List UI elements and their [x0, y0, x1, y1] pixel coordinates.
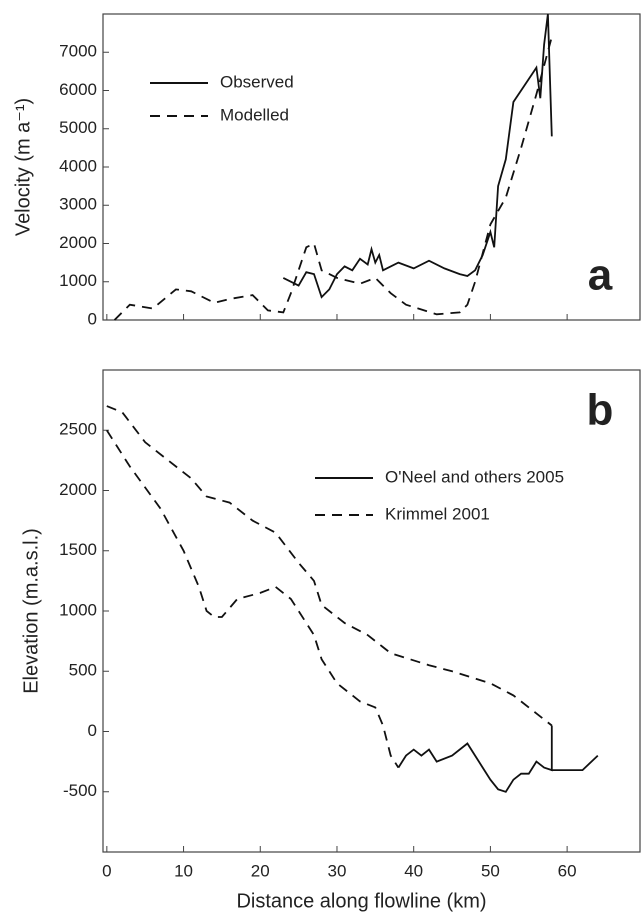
y-axis-label: Velocity (m a⁻¹) [12, 98, 34, 236]
data-line [106, 405, 553, 769]
y-tick-label: 0 [88, 309, 97, 328]
y-tick-label: 6000 [59, 80, 97, 99]
x-tick-label: 30 [328, 861, 347, 880]
plot-frame [102, 13, 641, 321]
legend-label: Observed [220, 72, 294, 91]
legend-label: Krimmel 2001 [385, 504, 490, 523]
y-tick-label: 3000 [59, 195, 97, 214]
y-tick-label: 1000 [59, 600, 97, 619]
y-tick-label: 2000 [59, 480, 97, 499]
y-tick-label: 0 [88, 721, 97, 740]
panel-label: b [587, 386, 614, 435]
x-tick-label: 40 [404, 861, 423, 880]
x-axis-label: Distance along flowline (km) [236, 890, 486, 912]
y-tick-label: 1500 [59, 540, 97, 559]
legend-label: O'Neel and others 2005 [385, 467, 564, 486]
x-tick-label: 60 [558, 861, 577, 880]
data-line [397, 725, 599, 793]
x-tick-label: 10 [174, 861, 193, 880]
panel-label: a [588, 251, 613, 300]
x-tick-label: 50 [481, 861, 500, 880]
y-tick-label: 7000 [59, 42, 97, 61]
x-tick-label: 0 [102, 861, 111, 880]
y-tick-label: 1000 [59, 271, 97, 290]
y-tick-label: 2500 [59, 420, 97, 439]
y-tick-label: 5000 [59, 118, 97, 137]
y-tick-label: 2000 [59, 233, 97, 252]
data-line [113, 36, 553, 321]
plot-frame [102, 369, 641, 853]
legend-label: Modelled [220, 105, 289, 124]
y-axis-label: Elevation (m.a.s.l.) [20, 528, 42, 694]
y-tick-label: -500 [63, 781, 97, 800]
y-tick-label: 500 [69, 661, 97, 680]
x-tick-label: 20 [251, 861, 270, 880]
data-line [282, 13, 553, 299]
y-tick-label: 4000 [59, 156, 97, 175]
